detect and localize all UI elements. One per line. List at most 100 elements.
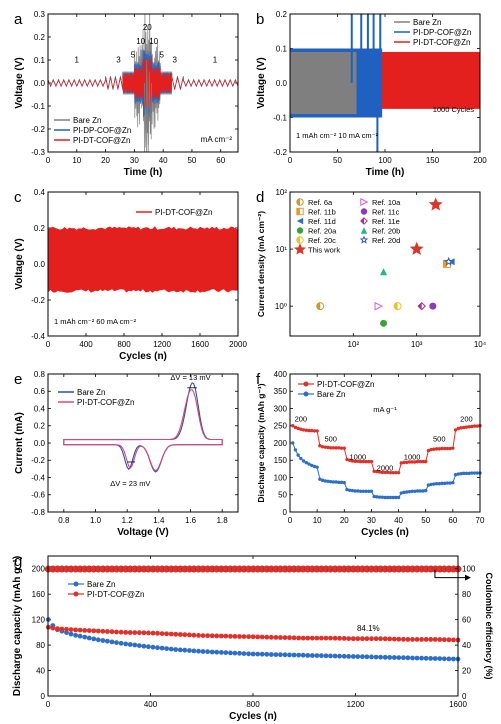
data-point: [380, 319, 388, 327]
x-tick-label: 50: [333, 156, 342, 165]
data-point: [443, 481, 447, 486]
data-point: [100, 638, 106, 643]
y-tick-label: -0.2: [31, 456, 45, 465]
rate-label: 500: [433, 434, 446, 443]
data-point: [323, 445, 327, 449]
data-point: [364, 654, 370, 660]
y2-tick-label: 60: [462, 616, 471, 625]
data-point: [382, 636, 388, 642]
data-point: [246, 634, 252, 640]
data-point: [453, 473, 458, 477]
data-point: [296, 453, 300, 457]
panel-letter-f: f: [256, 371, 261, 388]
data-point: [296, 635, 302, 641]
data-point: [432, 637, 438, 642]
legend-marker: [73, 581, 79, 587]
data-point: [446, 637, 452, 643]
dv-label-top: ΔV = 13 mV: [170, 373, 210, 382]
data-point: [177, 647, 183, 653]
data-point: [391, 636, 397, 642]
data-point: [418, 489, 422, 493]
y-axis-label: Voltage (V): [14, 57, 25, 108]
data-point: [299, 456, 303, 461]
x-tick-label: 1600: [449, 700, 467, 709]
x-tick-label: 40: [159, 156, 168, 165]
data-point: [407, 460, 412, 464]
data-point: [173, 647, 179, 652]
data-point: [380, 470, 384, 475]
legend-label: Bare Zn: [87, 580, 115, 589]
data-point: [345, 457, 349, 462]
data-point: [191, 648, 197, 654]
rate-label: 2000: [377, 464, 394, 473]
data-point: [196, 648, 201, 654]
data-point: [278, 635, 283, 640]
y-tick-label: 10²: [275, 188, 287, 197]
data-point: [68, 631, 74, 637]
data-point: [401, 655, 406, 661]
data-point: [315, 429, 319, 433]
x-axis-label: Cycles (n): [119, 351, 167, 362]
data-point: [453, 428, 458, 432]
data-point: [409, 241, 424, 255]
data-point: [399, 461, 403, 465]
x-tick-label: 150: [426, 156, 440, 165]
x-tick-label: 1.8: [217, 516, 229, 525]
data-point: [196, 633, 201, 638]
data-point: [346, 636, 352, 641]
data-point: [177, 632, 183, 637]
data-point: [118, 629, 124, 635]
data-point: [114, 640, 119, 645]
data-point: [168, 631, 174, 637]
data-point: [314, 653, 320, 658]
y-tick-label: 200: [274, 439, 288, 448]
y-tick-label: -0.1: [273, 113, 287, 122]
data-point: [345, 487, 349, 492]
data-point: [136, 630, 142, 636]
y-tick-label: 160: [32, 590, 46, 599]
y-tick-label: 0: [41, 692, 46, 701]
data-point: [64, 630, 69, 635]
rate-label: 5: [131, 51, 136, 60]
data-point: [459, 472, 463, 476]
x-tick-label: 200: [473, 156, 487, 165]
data-point: [367, 489, 371, 493]
legend-marker: [360, 197, 369, 207]
data-point: [109, 639, 115, 645]
y-axis-label: Current (mA): [14, 412, 25, 474]
legend-label: Ref. 6a: [308, 198, 333, 207]
data-point: [159, 631, 165, 636]
data-point: [424, 459, 428, 464]
plot-frame: [289, 13, 481, 153]
y-tick-label: 0.0: [34, 260, 46, 269]
data-point: [342, 446, 346, 450]
panel-letter-b: b: [256, 11, 264, 28]
data-point: [377, 495, 382, 499]
data-point: [323, 479, 327, 483]
data-point: [82, 634, 88, 640]
data-point: [470, 471, 474, 475]
data-point: [367, 459, 371, 464]
data-point: [73, 632, 78, 638]
data-point: [136, 643, 142, 648]
data-point: [159, 645, 165, 651]
data-point: [456, 426, 460, 431]
y2-tick-label: 0: [462, 692, 467, 701]
data-point: [414, 637, 420, 642]
y-tick-label: 0.2: [276, 10, 288, 19]
data-point: [405, 490, 409, 494]
x-tick-label: 50: [421, 516, 430, 525]
data-point: [405, 637, 411, 642]
data-point: [467, 425, 471, 429]
data-point: [332, 635, 338, 641]
data-point: [437, 637, 443, 642]
data-point: [114, 629, 119, 635]
legend-label: PI-DT-COF@Zn: [155, 208, 212, 217]
data-point: [168, 646, 174, 652]
data-point: [309, 635, 315, 641]
y2-tick-label: 20: [462, 667, 471, 676]
x-tick-label: 2000: [229, 340, 247, 349]
legend-label: Ref. 10a: [372, 198, 401, 207]
data-point: [334, 446, 338, 450]
